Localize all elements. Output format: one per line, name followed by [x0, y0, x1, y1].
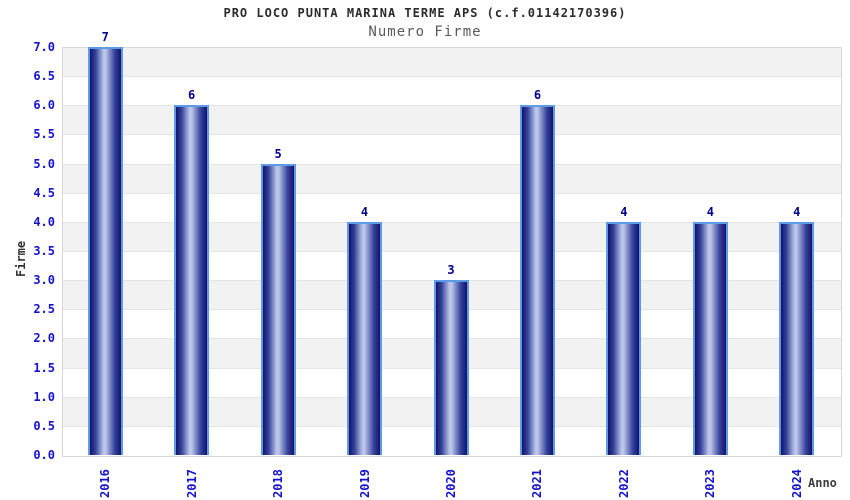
bar-2024 — [779, 221, 815, 455]
bar-value-label: 4 — [360, 204, 369, 219]
bar-2023 — [692, 221, 728, 455]
y-tick-label: 2.0 — [33, 331, 55, 346]
x-tick-label: 2020 — [444, 469, 458, 498]
bar-value-label: 7 — [101, 30, 109, 44]
y-tick-label: 5.0 — [33, 156, 55, 171]
y-tick-label: 3.5 — [33, 244, 55, 258]
bar-2019 — [347, 221, 383, 455]
chart-subtitle: Numero Firme — [368, 24, 482, 40]
y-tick-label: 2.5 — [33, 302, 55, 317]
x-axis-title: Anno — [808, 476, 837, 490]
bar-2017 — [174, 105, 210, 455]
bar-value-label: 6 — [188, 88, 196, 103]
y-tick-label: 4.0 — [33, 214, 55, 229]
chart-title: PRO LOCO PUNTA MARINA TERME APS (c.f.011… — [223, 6, 627, 20]
bar-value-label: 4 — [793, 204, 801, 219]
x-tick-label: 2021 — [530, 469, 545, 498]
bar-value-label: 5 — [274, 146, 282, 161]
grid-band — [63, 77, 841, 107]
x-tick-label: 2022 — [616, 469, 631, 498]
x-tick-label: 2017 — [184, 469, 199, 498]
bar-2022 — [606, 221, 642, 455]
bar-2016 — [87, 47, 123, 455]
y-tick-label: 1.5 — [33, 360, 55, 375]
x-tick-label: 2016 — [98, 469, 113, 498]
y-tick-label: 5.5 — [33, 127, 55, 142]
bar-2020 — [433, 280, 469, 455]
bar-2021 — [519, 105, 555, 455]
x-tick-label: 2024 — [789, 469, 804, 498]
y-tick-label: 4.5 — [33, 185, 55, 200]
y-axis-title: Firme — [14, 240, 28, 277]
x-tick-label: 2018 — [271, 469, 286, 498]
x-tick-label: 2023 — [703, 469, 718, 498]
bar-value-label: 4 — [620, 204, 628, 219]
y-tick-label: 6.5 — [33, 69, 55, 84]
y-tick-label: 0.5 — [33, 418, 55, 433]
y-tick-label: 6.0 — [33, 98, 55, 113]
y-tick-label: 7.0 — [33, 40, 55, 54]
y-tick-label: 0.0 — [33, 448, 55, 462]
bar-value-label: 3 — [447, 263, 455, 278]
y-tick-label: 1.0 — [33, 389, 55, 404]
y-tick-label: 3.0 — [33, 273, 55, 288]
bar-value-label: 6 — [533, 88, 542, 103]
grid-band — [63, 48, 841, 78]
bar-value-label: 4 — [706, 204, 714, 219]
bar-2018 — [260, 163, 296, 455]
x-tick-label: 2019 — [357, 469, 372, 498]
